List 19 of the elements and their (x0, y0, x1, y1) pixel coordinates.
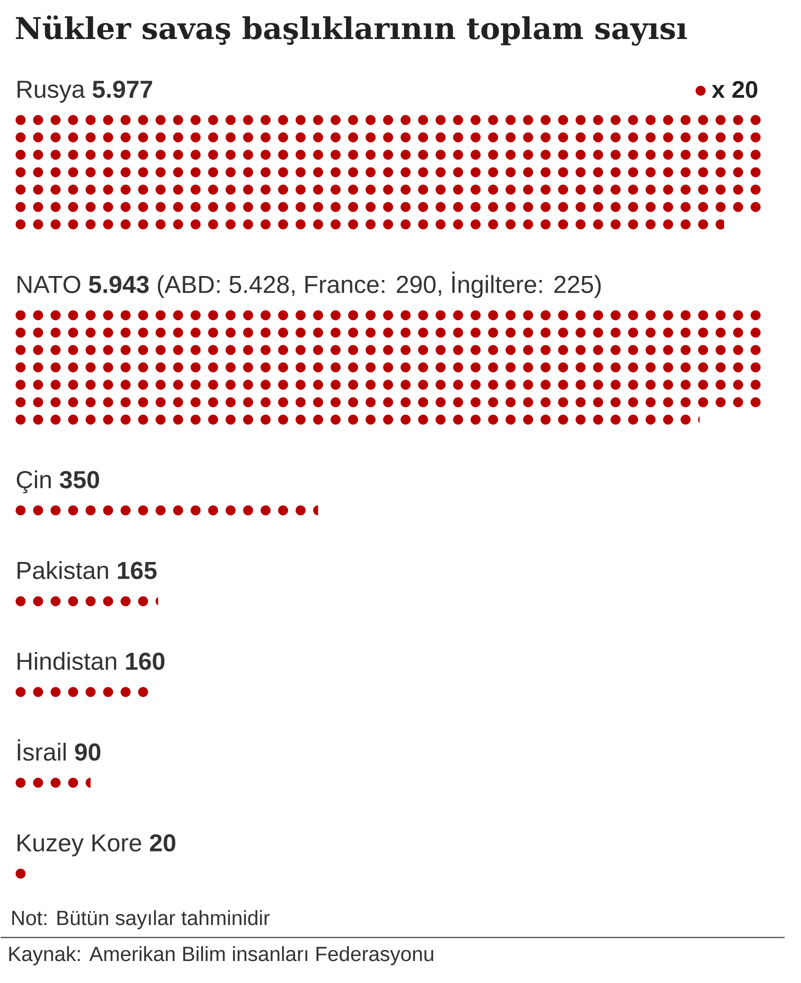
category-label: İsrail (18, 739, 66, 761)
data-label: 165 (118, 562, 157, 580)
category-label: Kuzey Kore (18, 834, 142, 856)
category-label: NATO (18, 276, 80, 294)
category-label: Pakistan (18, 561, 108, 580)
category-label: Rusya (18, 80, 86, 103)
data-label: 20 (150, 834, 176, 852)
text: Kaynak: Amerikan Bilim insanları Federasyonu (9, 946, 434, 966)
category-label: Çin (17, 470, 51, 494)
text: (ABD: 5.428, France: 290, İngiltere: 225) (158, 272, 601, 298)
data-label: 90 (75, 743, 101, 761)
legend-label: x 20 (712, 80, 758, 98)
text: Nükler savaş başlıklarının toplam sayısı (16, 15, 688, 46)
data-label: 350 (60, 471, 100, 488)
category-label: Hindistan (18, 652, 116, 670)
data-label: 5.943 (89, 276, 149, 294)
text: Not: Bütün sayılar tahminidir (12, 910, 270, 930)
data-label: 5.977 (92, 80, 152, 98)
data-label: 160 (126, 652, 165, 670)
